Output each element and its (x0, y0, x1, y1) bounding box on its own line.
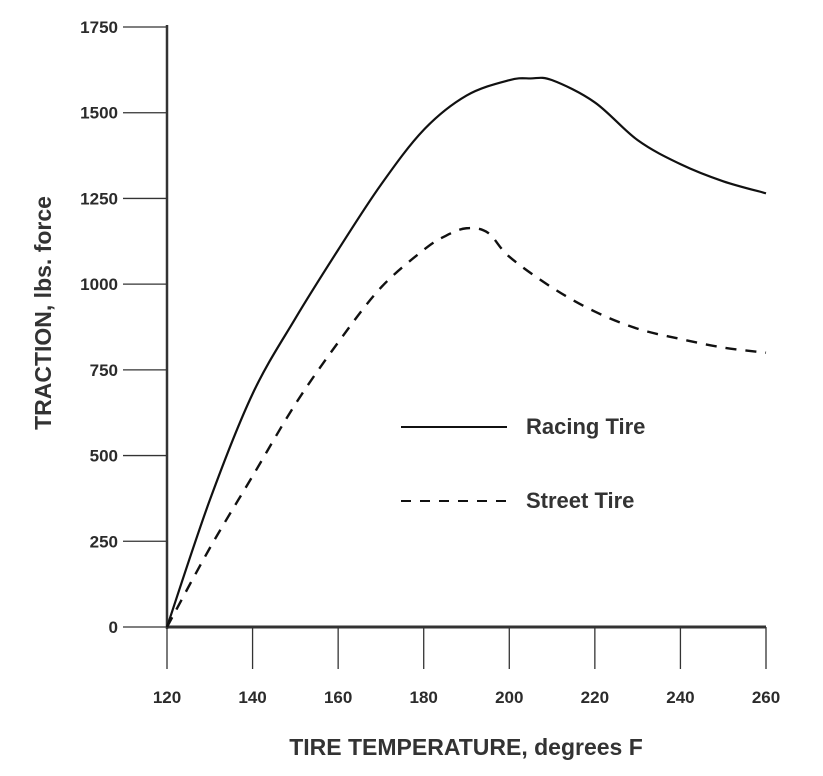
x-tick-label: 200 (495, 688, 523, 707)
y-tick-label: 1750 (80, 18, 118, 37)
x-tick-label: 220 (581, 688, 609, 707)
x-axis-title: TIRE TEMPERATURE, degrees F (289, 734, 643, 760)
series-group (165, 76, 767, 628)
y-axis-title: TRACTION, lbs. force (30, 196, 56, 430)
y-tick-label: 750 (90, 361, 118, 380)
series-line-racing-tire (165, 76, 767, 628)
x-tick-label: 160 (324, 688, 352, 707)
legend-label-street-tire: Street Tire (526, 488, 634, 513)
legend-label-racing-tire: Racing Tire (526, 414, 645, 439)
y-tick-label: 250 (90, 532, 118, 551)
x-ticks: 120 140 160 180 200 220 240 260 (153, 627, 780, 707)
x-tick-label: 180 (410, 688, 438, 707)
x-tick-label: 240 (666, 688, 694, 707)
x-tick-label: 260 (752, 688, 780, 707)
y-tick-label: 1000 (80, 275, 118, 294)
y-tick-label: 500 (90, 447, 118, 466)
x-tick-label: 120 (153, 688, 181, 707)
legend: Racing Tire Street Tire (401, 414, 645, 513)
y-tick-label: 1500 (80, 104, 118, 123)
x-tick-label: 140 (238, 688, 266, 707)
y-tick-label: 0 (109, 618, 118, 637)
y-ticks: 0 250 500 750 1000 1250 1500 1750 (80, 18, 167, 637)
y-tick-label: 1250 (80, 189, 118, 208)
